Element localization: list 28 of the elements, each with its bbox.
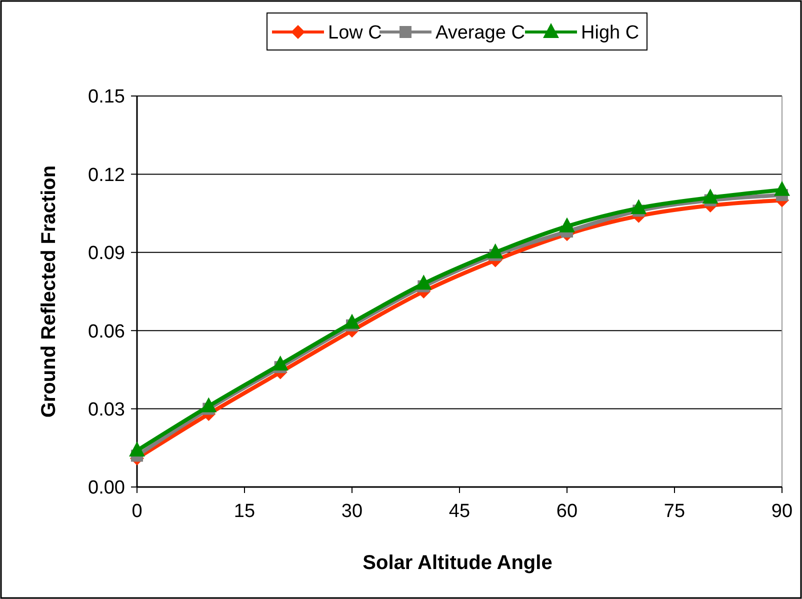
point (702, 188, 718, 204)
x-tick-label: 45 (448, 501, 470, 522)
x-tick-label: 90 (771, 501, 793, 522)
x-axis-title: Solar Altitude Angle (362, 552, 552, 574)
point (487, 243, 504, 258)
y-tick-label: 0.00 (88, 478, 125, 499)
point (559, 217, 575, 232)
x-tick-label: 0 (132, 501, 142, 522)
point (200, 397, 217, 412)
y-tick-label: 0.12 (88, 164, 125, 186)
legend-label: Low C (328, 22, 382, 44)
point (344, 314, 360, 329)
y-tick-label: 0.15 (88, 86, 125, 108)
y-tick-label: 0.03 (88, 399, 125, 420)
point (630, 199, 647, 214)
x-tick-label: 60 (556, 501, 578, 522)
point (129, 442, 145, 457)
point (774, 180, 790, 196)
point (272, 355, 288, 370)
legend-label: High C (581, 22, 640, 44)
y-tick-label: 0.06 (88, 321, 125, 342)
x-tick-label: 30 (341, 501, 363, 522)
y-tick-label: 0.09 (88, 243, 125, 264)
legend-label: Average C (436, 22, 525, 44)
y-axis-title: Ground Reflected Fraction (38, 165, 60, 418)
x-tick-label: 15 (234, 501, 256, 522)
point (416, 274, 432, 290)
x-tick-label: 75 (664, 501, 686, 522)
